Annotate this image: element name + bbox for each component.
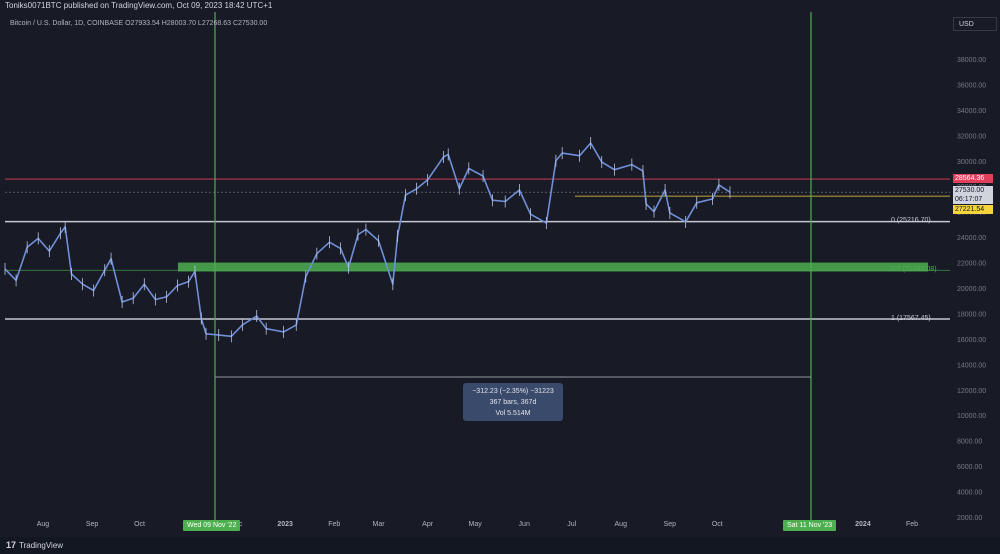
date-tag-right: Sat 11 Nov '23 <box>783 520 837 531</box>
x-tick-label: Jun <box>519 521 530 528</box>
x-tick-label: 2024 <box>855 521 871 528</box>
x-tick-label: Aug <box>615 521 628 528</box>
fib-label-05: 0.5 (21392.08) <box>891 266 937 273</box>
measure-change: −312.23 (−2.35%) −31223 <box>472 388 554 395</box>
y-tick-label: 24000.00 <box>957 235 986 242</box>
symbol-legend: Bitcoin / U.S. Dollar, 1D, COINBASE O279… <box>10 20 268 27</box>
tradingview-brand: TradingView <box>19 541 64 550</box>
x-tick-label: Sep <box>664 521 677 528</box>
x-tick-label: Feb <box>906 521 918 528</box>
tradingview-logo-icon: 17 <box>6 540 17 550</box>
y-tick-label: 32000.00 <box>957 133 986 140</box>
y-tick-label: 22000.00 <box>957 261 986 268</box>
fib-zone-05 <box>178 262 928 272</box>
measure-tooltip: −312.23 (−2.35%) −31223 367 bars, 367d V… <box>463 383 563 421</box>
x-tick-label: Mar <box>373 521 386 528</box>
y-tick-label: 2000.00 <box>957 515 982 522</box>
y-tick-label: 20000.00 <box>957 286 986 293</box>
x-tick-label: Sep <box>86 521 99 528</box>
price-tag-yellow: 27221.54 <box>953 205 993 214</box>
x-tick-label: Oct <box>712 521 723 528</box>
x-tick-label: May <box>469 521 483 528</box>
fib-label-0: 0 (25216.70) <box>891 217 931 224</box>
y-tick-label: 12000.00 <box>957 388 986 395</box>
y-tick-label: 6000.00 <box>957 464 982 471</box>
y-tick-label: 8000.00 <box>957 439 982 446</box>
published-text: Toniks0071BTC published on TradingView.c… <box>5 1 273 10</box>
top-bar: Toniks0071BTC published on TradingView.c… <box>0 0 1000 12</box>
price-tag-countdown: 06:17:07 <box>953 195 993 204</box>
price-tag-red: 28564.36 <box>953 174 993 183</box>
y-tick-label: 38000.00 <box>957 57 986 64</box>
chart-background <box>0 12 1000 537</box>
y-tick-label: 14000.00 <box>957 362 986 369</box>
price-chart[interactable]: 2000.00 4000.00 6000.00 8000.00 10000.00 1200… <box>0 12 1000 537</box>
price-axis-panel <box>950 12 1000 537</box>
tradingview-logo[interactable]: 17 TradingView <box>6 540 63 550</box>
x-tick-label: Oct <box>134 521 145 528</box>
x-tick-label: Apr <box>422 521 434 528</box>
footer-bar: 17 TradingView <box>0 537 1000 554</box>
fib-label-1: 1 (17567.45) <box>891 315 931 322</box>
currency-button[interactable]: USD <box>953 17 997 31</box>
price-tag-close: 27530.00 <box>953 186 993 195</box>
y-tick-label: 16000.00 <box>957 337 986 344</box>
y-tick-label: 10000.00 <box>957 413 986 420</box>
x-tick-label: Aug <box>37 521 50 528</box>
y-tick-label: 18000.00 <box>957 311 986 318</box>
y-tick-label: 4000.00 <box>957 490 982 497</box>
measure-bars: 367 bars, 367d <box>489 399 537 406</box>
x-tick-label: 2023 <box>277 521 293 528</box>
x-tick-label: Feb <box>328 521 340 528</box>
measure-volume: Vol 5.514M <box>495 410 531 417</box>
y-tick-label: 30000.00 <box>957 159 986 166</box>
x-tick-label: Jul <box>567 521 576 528</box>
date-tag-left: Wed 09 Nov '22 <box>183 520 241 531</box>
y-tick-label: 34000.00 <box>957 108 986 115</box>
y-tick-label: 36000.00 <box>957 82 986 89</box>
